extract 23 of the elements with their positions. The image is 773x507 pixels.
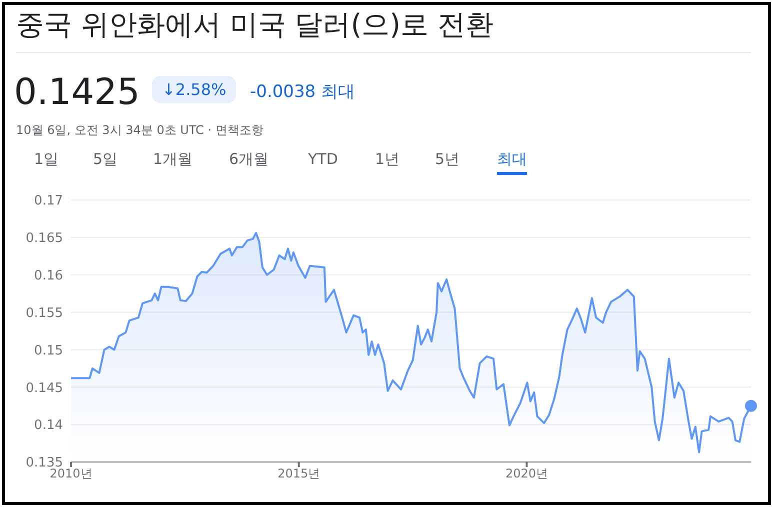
text: 5일 [93,150,118,170]
chart-title: 중국 위안화에서 미국 달러(으)로 전환 [16,7,494,43]
y-tick-label: 0.155 [26,306,63,321]
text: 6개월 [229,150,269,170]
y-tick-label: 0.145 [26,380,63,396]
y-tick-label: 0.14 [34,418,63,434]
text: YTD [308,150,338,170]
x-tick-label: 2020년 [505,466,548,481]
y-tick-label: 0.15 [34,343,63,358]
text: 1개월 [153,150,193,170]
x-tick-label: 2015년 [278,466,320,481]
y-tick-label: 0.16 [34,268,63,284]
text: 10월 6일, 오전 3시 34분 0초 UTC · 면책조항 [16,122,264,139]
x-tick-label: 2010년 [50,466,92,481]
chart-subtitle: 0.1425 [14,72,140,113]
y-tick-label: 0.165 [26,231,63,246]
text: 5년 [435,150,460,170]
y-tick-label: 0.17 [34,194,63,209]
text: 1년 [375,150,400,170]
text: 최대 [497,150,527,175]
text: 1일 [34,150,59,170]
text: ↓2.58% [152,76,236,103]
text: -0.0038 최대 [250,81,356,103]
